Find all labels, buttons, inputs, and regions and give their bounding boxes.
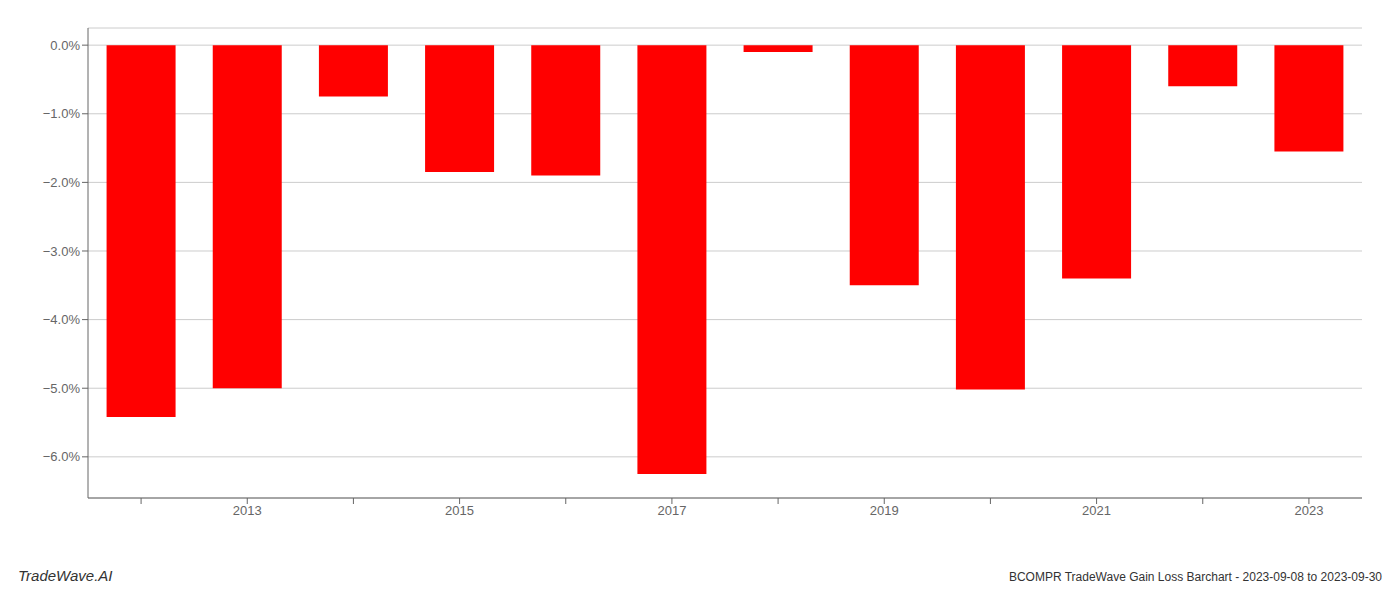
svg-text:−5.0%: −5.0% [43, 381, 81, 396]
svg-text:−1.0%: −1.0% [43, 106, 81, 121]
svg-text:−3.0%: −3.0% [43, 244, 81, 259]
svg-text:2017: 2017 [657, 503, 686, 518]
svg-text:−2.0%: −2.0% [43, 175, 81, 190]
svg-text:2023: 2023 [1294, 503, 1323, 518]
svg-text:0.0%: 0.0% [50, 38, 80, 53]
svg-text:−6.0%: −6.0% [43, 449, 81, 464]
svg-text:2019: 2019 [870, 503, 899, 518]
html-text:BCOMPR TradeWave Gain Loss Bar: BCOMPR TradeWave Gain Loss Barchart - 20… [1008, 570, 1382, 584]
svg-text:2015: 2015 [445, 503, 474, 518]
svg-text:2021: 2021 [1082, 503, 1111, 518]
svg-text:−4.0%: −4.0% [43, 312, 81, 327]
svg-text:2013: 2013 [233, 503, 262, 518]
html-text:TradeWave.AI: TradeWave.AI [18, 567, 113, 584]
